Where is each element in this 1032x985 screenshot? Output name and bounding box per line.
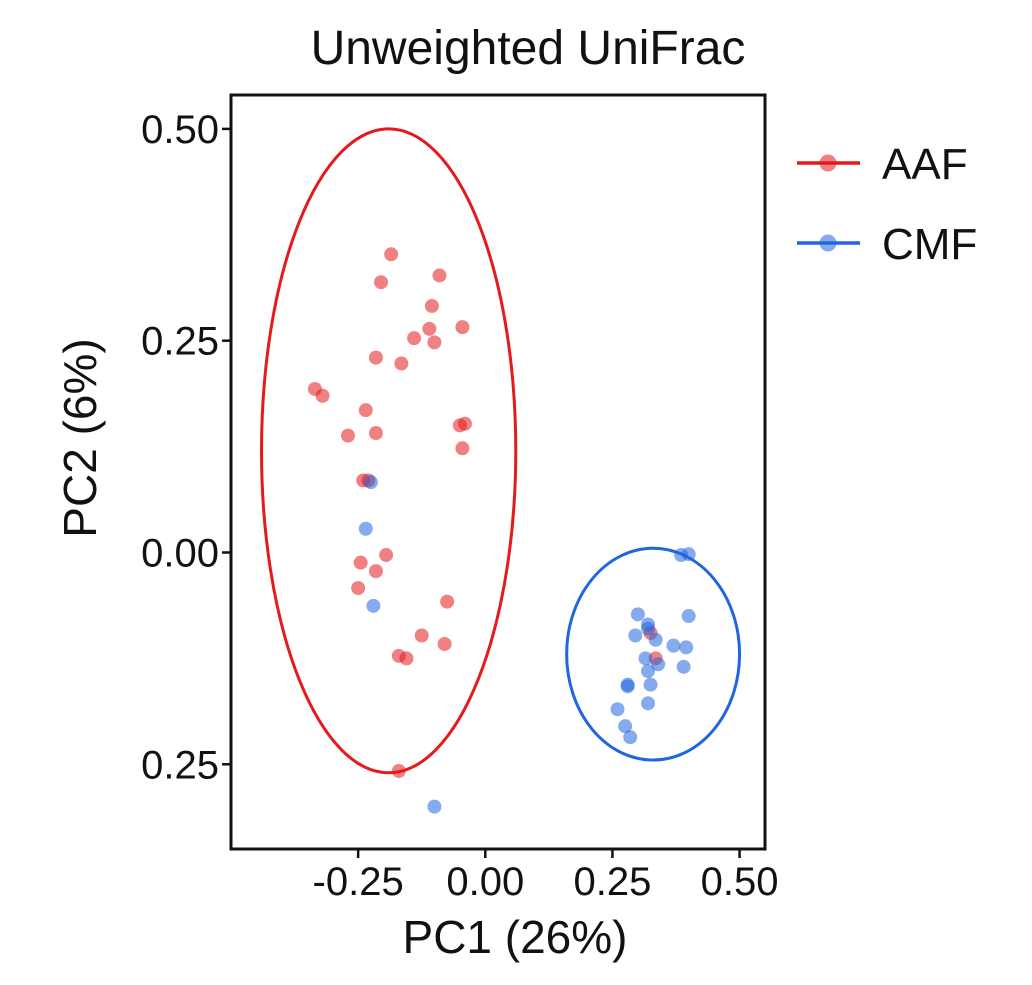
x-axis-title: PC1 (26%) bbox=[403, 911, 628, 963]
y-tick-label: 0.25 bbox=[141, 743, 219, 787]
point-aaf-22 bbox=[368, 564, 383, 579]
point-cmf-13 bbox=[638, 651, 653, 666]
point-aaf-16 bbox=[340, 428, 355, 443]
point-aaf-15 bbox=[368, 426, 383, 441]
point-aaf-6 bbox=[407, 331, 422, 346]
plot-frame bbox=[229, 93, 767, 851]
point-cmf-0 bbox=[363, 475, 378, 490]
point-aaf-7 bbox=[427, 335, 442, 350]
plot-area bbox=[260, 127, 742, 814]
point-cmf-1 bbox=[358, 521, 373, 536]
point-aaf-27 bbox=[399, 651, 414, 666]
point-cmf-12 bbox=[679, 640, 694, 655]
point-cmf-8 bbox=[641, 621, 656, 636]
point-aaf-23 bbox=[351, 581, 366, 596]
x-axis: -0.25 0.00 0.25 0.50 bbox=[313, 849, 779, 904]
point-aaf-17 bbox=[455, 441, 470, 456]
y-tick-label: 0.00 bbox=[141, 531, 219, 575]
x-tick-label: -0.25 bbox=[313, 860, 404, 904]
chart-title: Unweighted UniFrac bbox=[311, 22, 746, 75]
ellipse-cmf bbox=[565, 546, 742, 762]
x-tick-label: 0.00 bbox=[446, 860, 524, 904]
y-axis-title: PC2 (6%) bbox=[54, 338, 106, 537]
legend: AAF CMF bbox=[797, 140, 977, 269]
point-cmf-9 bbox=[628, 628, 643, 643]
legend-marker-cmf bbox=[819, 234, 837, 252]
point-aaf-3 bbox=[424, 298, 439, 313]
legend-marker-aaf bbox=[819, 154, 837, 172]
ellipse-aaf bbox=[260, 127, 518, 775]
point-aaf-0 bbox=[384, 247, 399, 262]
point-aaf-8 bbox=[368, 350, 383, 365]
point-cmf-5 bbox=[630, 607, 645, 622]
point-aaf-5 bbox=[422, 321, 437, 336]
legend-label-aaf: AAF bbox=[882, 140, 968, 189]
point-cmf-6 bbox=[681, 609, 696, 624]
y-tick-label: 0.25 bbox=[141, 320, 219, 364]
point-cmf-22 bbox=[618, 719, 633, 734]
point-aaf-29 bbox=[391, 764, 406, 779]
point-aaf-1 bbox=[374, 275, 389, 290]
point-cmf-11 bbox=[666, 638, 681, 653]
y-axis: 0.50 0.25 0.00 0.25 bbox=[141, 108, 231, 787]
point-cmf-19 bbox=[620, 677, 635, 692]
point-aaf-24 bbox=[440, 594, 455, 609]
point-cmf-10 bbox=[648, 632, 663, 647]
point-aaf-28 bbox=[437, 636, 452, 651]
point-cmf-24 bbox=[427, 799, 442, 814]
y-tick-label: 0.50 bbox=[141, 108, 219, 152]
legend-label-cmf: CMF bbox=[882, 220, 977, 269]
point-cmf-2 bbox=[366, 598, 381, 613]
point-cmf-14 bbox=[651, 657, 666, 672]
point-cmf-4 bbox=[681, 547, 696, 562]
point-aaf-25 bbox=[414, 628, 429, 643]
point-aaf-20 bbox=[353, 555, 368, 570]
point-aaf-14 bbox=[457, 416, 472, 431]
point-cmf-17 bbox=[643, 677, 658, 692]
point-aaf-12 bbox=[358, 403, 373, 418]
point-aaf-4 bbox=[455, 320, 470, 335]
point-aaf-11 bbox=[315, 388, 330, 403]
x-tick-label: 0.25 bbox=[573, 860, 651, 904]
x-tick-label: 0.50 bbox=[701, 860, 779, 904]
point-cmf-15 bbox=[676, 659, 691, 674]
point-cmf-21 bbox=[610, 702, 625, 717]
point-cmf-20 bbox=[641, 696, 656, 711]
point-aaf-21 bbox=[379, 548, 394, 563]
point-cmf-16 bbox=[641, 664, 656, 679]
point-aaf-2 bbox=[432, 268, 447, 283]
point-aaf-9 bbox=[394, 356, 409, 371]
point-cmf-23 bbox=[623, 730, 638, 745]
